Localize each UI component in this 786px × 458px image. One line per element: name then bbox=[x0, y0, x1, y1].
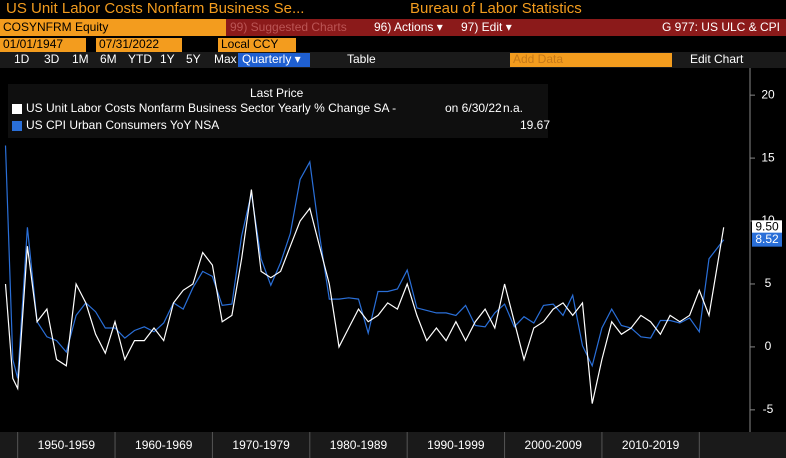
end-label: 8.52 bbox=[755, 232, 779, 246]
ticker: COSYNFRM Equity bbox=[3, 20, 108, 34]
edit-chart[interactable]: Edit Chart bbox=[690, 52, 744, 66]
suggested-charts[interactable]: 99) Suggested Charts bbox=[230, 20, 347, 34]
frequency: Quarterly ▾ bbox=[242, 52, 301, 66]
y-tick-label: 5 bbox=[765, 276, 772, 290]
x-tick-label: 1990-1999 bbox=[427, 438, 485, 452]
legend-box bbox=[8, 84, 548, 138]
x-axis-bar bbox=[0, 432, 786, 458]
legend-swatch bbox=[12, 121, 22, 131]
end-date-box[interactable] bbox=[96, 38, 182, 52]
end-label: 9.50 bbox=[755, 219, 779, 233]
end-date: 07/31/2022 bbox=[99, 37, 159, 51]
edit-menu[interactable]: 97) Edit ▾ bbox=[461, 20, 512, 34]
x-tick-label: 1960-1969 bbox=[135, 438, 193, 452]
chart-id: G 977: US ULC & CPI bbox=[662, 20, 780, 34]
currency: Local CCY bbox=[221, 37, 278, 51]
range-button[interactable]: Max bbox=[214, 52, 237, 66]
series-line bbox=[4, 189, 725, 404]
y-tick-label: 0 bbox=[765, 339, 772, 353]
start-date: 01/01/1947 bbox=[3, 37, 63, 51]
x-tick-label: 1980-1989 bbox=[330, 438, 388, 452]
menu-bar bbox=[226, 19, 786, 36]
ticker-box[interactable] bbox=[0, 19, 226, 36]
x-tick-label: 2010-2019 bbox=[622, 438, 680, 452]
x-tick-label: 1970-1979 bbox=[232, 438, 290, 452]
y-tick-label: 20 bbox=[761, 87, 775, 101]
legend-swatch bbox=[12, 104, 22, 114]
legend-label: US Unit Labor Costs Nonfarm Business Sec… bbox=[26, 101, 396, 115]
legend-title: Last Price bbox=[250, 86, 304, 100]
range-button[interactable]: 1D bbox=[14, 52, 30, 66]
add-data-box[interactable] bbox=[510, 53, 672, 67]
legend-value: 19.67 bbox=[520, 118, 550, 132]
range-button[interactable]: 5Y bbox=[186, 52, 201, 66]
range-button[interactable]: 3D bbox=[44, 52, 60, 66]
range-button[interactable]: YTD bbox=[128, 52, 152, 66]
start-date-box[interactable] bbox=[0, 38, 86, 52]
x-tick-label: 1950-1959 bbox=[38, 438, 96, 452]
legend-note: on 6/30/22 bbox=[445, 101, 502, 115]
range-button[interactable]: 1M bbox=[72, 52, 89, 66]
y-tick-label: 15 bbox=[761, 150, 775, 164]
actions-menu[interactable]: 96) Actions ▾ bbox=[374, 20, 443, 34]
table-button[interactable]: Table bbox=[347, 52, 376, 66]
end-label-box bbox=[752, 220, 782, 235]
legend-label: US CPI Urban Consumers YoY NSA bbox=[26, 118, 219, 132]
source: Bureau of Labor Statistics bbox=[410, 0, 582, 17]
x-tick-label: 2000-2009 bbox=[525, 438, 583, 452]
range-button[interactable]: 1Y bbox=[160, 52, 175, 66]
range-button[interactable]: 6M bbox=[100, 52, 117, 66]
y-tick-label: -5 bbox=[763, 402, 774, 416]
end-label-box bbox=[752, 232, 782, 247]
series-line bbox=[4, 145, 725, 379]
currency-box[interactable] bbox=[218, 38, 296, 52]
security-title: US Unit Labor Costs Nonfarm Business Se.… bbox=[6, 0, 304, 17]
frequency-box[interactable] bbox=[238, 53, 310, 67]
legend-value: n.a. bbox=[503, 101, 523, 115]
add-data: Add Data bbox=[513, 52, 563, 66]
